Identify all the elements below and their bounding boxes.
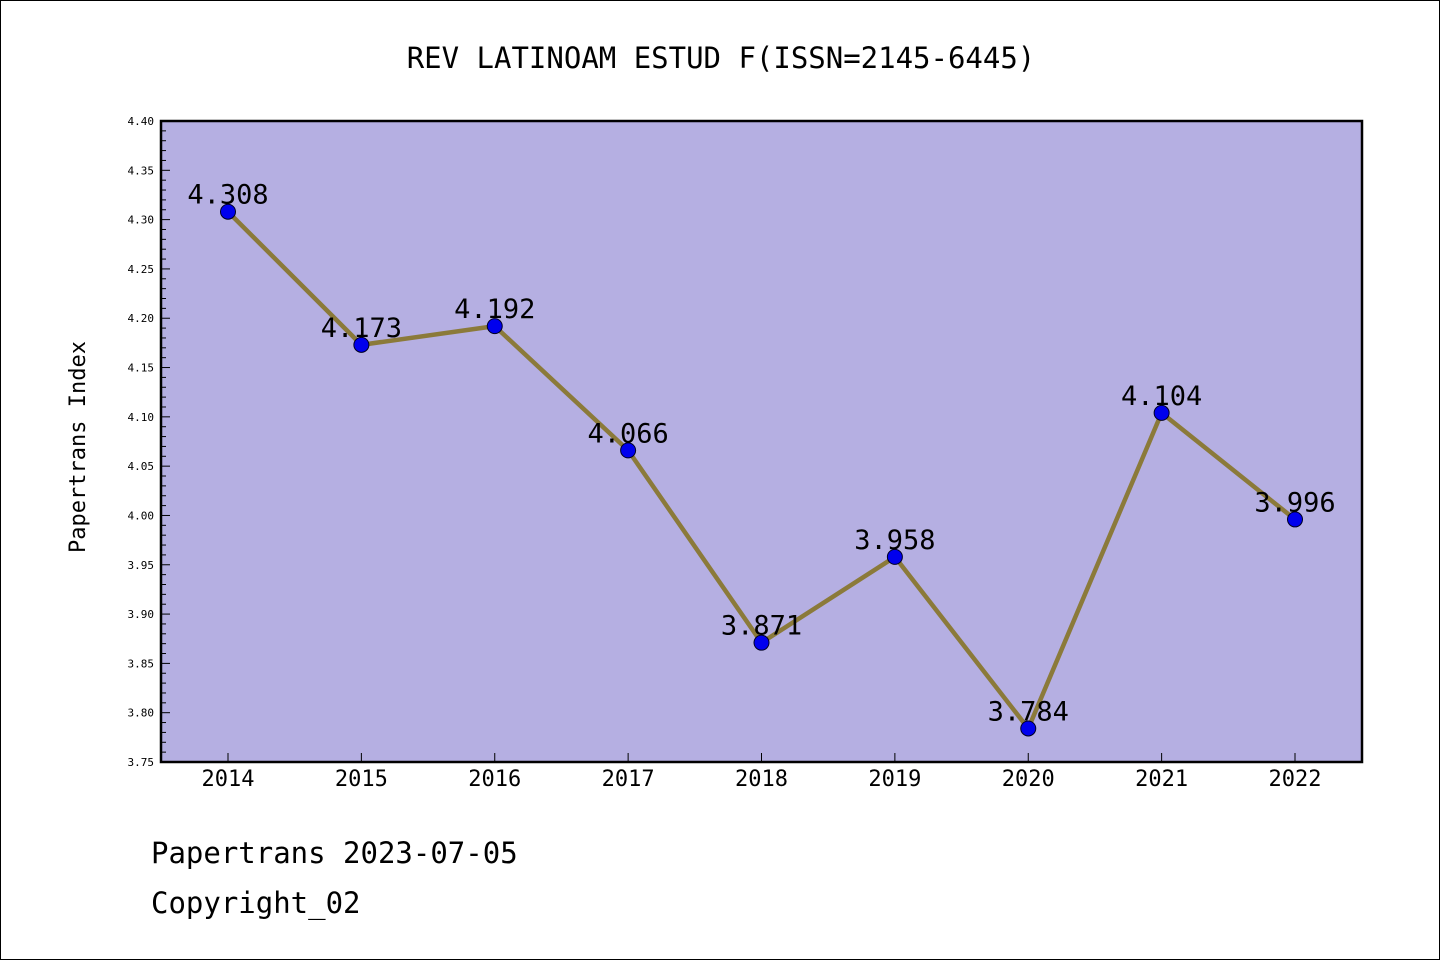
x-tick-label: 2014 [202, 767, 255, 792]
plot-frame [159, 119, 1364, 764]
y-tick-label: 3.80 [128, 707, 155, 720]
data-point-marker [1287, 511, 1303, 528]
y-tick-label: 4.35 [128, 164, 155, 177]
data-label: 4.066 [587, 418, 668, 449]
y-tick-label: 4.20 [128, 312, 155, 325]
data-point-marker [620, 442, 637, 459]
x-tick-label: 2016 [468, 767, 521, 792]
y-axis-label: Papertrans Index [66, 341, 91, 553]
x-tick-label: 2021 [1135, 767, 1188, 792]
plot-background [161, 121, 1362, 762]
footer-date-line: Papertrans 2023-07-05 [151, 836, 518, 870]
y-tick-label: 3.85 [128, 657, 155, 670]
x-tick-label: 2018 [735, 767, 788, 792]
x-tick-label: 2020 [1002, 767, 1055, 792]
data-label: 4.308 [187, 180, 268, 211]
footer-copyright-line: Copyright_02 [151, 886, 361, 920]
y-axis: 3.75 3.80 3.85 3.90 3.95 4.00 4.05 4.10 4.15 4.20… [128, 115, 170, 769]
y-tick-label: 4.10 [128, 411, 155, 424]
data-labels-group: 4.308 4.173 4.192 4.066 3.871 3.958 3.784 4.104… [187, 180, 1335, 728]
y-tick-label: 4.30 [128, 214, 155, 227]
data-label: 4.104 [1121, 381, 1202, 412]
x-tick-label: 2015 [335, 767, 388, 792]
data-label: 3.958 [854, 525, 935, 556]
markers-group [220, 203, 1303, 737]
data-label: 3.996 [1254, 487, 1335, 518]
data-label: 4.173 [321, 313, 402, 344]
data-point-marker [486, 318, 503, 335]
y-tick-label: 3.75 [128, 756, 155, 769]
y-tick-label: 4.05 [128, 460, 155, 473]
y-tick-label: 4.15 [128, 362, 155, 375]
y-tick-label: 3.90 [128, 608, 155, 621]
chart-title: REV LATINOAM ESTUD F(ISSN=2145-6445) [407, 41, 1036, 75]
y-tick-label: 4.25 [128, 263, 155, 276]
x-axis: 2014 2015 2016 2017 2018 2019 2020 2021 2022 [202, 753, 1322, 792]
data-point-marker [1020, 720, 1037, 737]
data-point-marker [886, 548, 903, 565]
data-point-marker [1153, 404, 1170, 421]
data-label: 3.784 [988, 696, 1069, 727]
data-point-marker [353, 336, 370, 353]
data-point-marker [753, 634, 770, 651]
y-tick-label: 3.95 [128, 559, 155, 572]
data-label: 4.192 [454, 294, 535, 325]
y-tick-label: 4.00 [128, 509, 155, 522]
x-tick-label: 2022 [1269, 767, 1322, 792]
x-tick-label: 2017 [602, 767, 655, 792]
y-tick-label: 4.40 [128, 115, 155, 128]
data-point-marker [220, 203, 236, 220]
data-label: 3.871 [721, 611, 802, 642]
x-tick-label: 2019 [868, 767, 921, 792]
